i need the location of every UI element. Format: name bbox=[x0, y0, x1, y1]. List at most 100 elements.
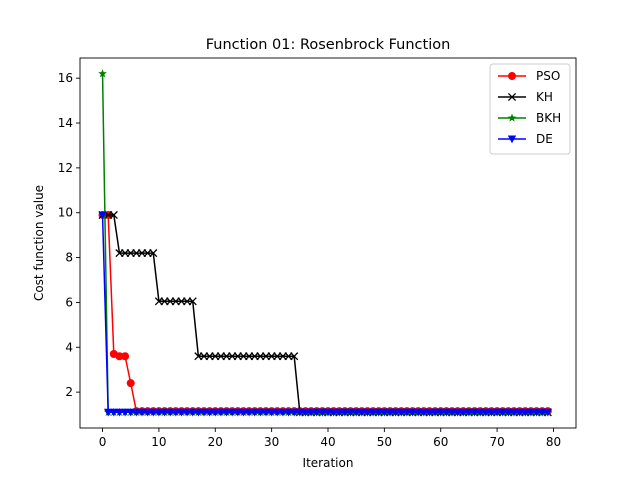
data-point bbox=[329, 408, 338, 417]
data-point bbox=[120, 408, 130, 417]
legend-frame bbox=[489, 63, 571, 155]
y-tick-label: 16 bbox=[58, 71, 73, 85]
data-point bbox=[115, 352, 124, 361]
data-point bbox=[368, 408, 378, 417]
data-point bbox=[261, 408, 271, 417]
data-point bbox=[306, 408, 316, 417]
y-tick-label: 10 bbox=[58, 206, 73, 220]
legend-item: PSO bbox=[498, 69, 560, 83]
data-point bbox=[521, 408, 530, 417]
legend-marker bbox=[507, 135, 517, 144]
data-point bbox=[103, 408, 113, 417]
y-tick-label: 12 bbox=[58, 161, 73, 175]
data-point bbox=[374, 408, 383, 417]
data-point bbox=[267, 408, 276, 417]
data-point bbox=[137, 408, 147, 417]
data-point bbox=[222, 408, 231, 417]
data-point bbox=[351, 408, 361, 417]
legend-label: BKH bbox=[536, 111, 561, 125]
series-line bbox=[101, 214, 548, 414]
x-tick-label: 60 bbox=[433, 435, 448, 449]
y-axis-label: Cost function value bbox=[32, 185, 46, 301]
data-point bbox=[470, 408, 479, 417]
data-point bbox=[509, 408, 519, 417]
legend-item: KH bbox=[498, 90, 553, 104]
x-tick-label: 80 bbox=[546, 435, 561, 449]
series-kh bbox=[98, 210, 552, 417]
data-point bbox=[425, 408, 434, 417]
data-point bbox=[526, 408, 536, 417]
data-point bbox=[363, 408, 372, 417]
legend-marker bbox=[508, 72, 516, 80]
x-tick-label: 70 bbox=[489, 435, 504, 449]
chart-title: Function 01: Rosenbrock Function bbox=[206, 37, 451, 53]
data-point bbox=[295, 408, 305, 417]
data-point bbox=[532, 408, 541, 417]
series-de bbox=[98, 211, 553, 417]
data-point bbox=[199, 408, 209, 417]
data-point bbox=[447, 408, 457, 417]
data-point bbox=[537, 408, 547, 417]
data-point bbox=[98, 69, 107, 78]
axis-ticks: 0 10 20 30 40 50 60 70 80 2 4 6 8 10 12 14 16 bbox=[58, 71, 561, 449]
series-bkh bbox=[98, 69, 553, 416]
data-point bbox=[515, 408, 524, 417]
legend-marker bbox=[507, 92, 517, 102]
data-point bbox=[177, 408, 186, 417]
data-point bbox=[284, 408, 293, 417]
legend: PSO KH BKH DE bbox=[489, 63, 571, 155]
y-tick-label: 4 bbox=[65, 340, 73, 354]
data-point bbox=[143, 408, 152, 417]
x-axis-label: Iteration bbox=[303, 456, 354, 470]
data-point bbox=[290, 352, 299, 361]
data-point bbox=[464, 408, 474, 417]
data-point bbox=[436, 408, 445, 417]
data-point bbox=[233, 408, 243, 417]
data-point bbox=[256, 408, 265, 417]
data-point bbox=[115, 408, 124, 417]
data-point bbox=[442, 408, 451, 417]
data-point bbox=[109, 408, 119, 417]
data-point bbox=[391, 408, 400, 417]
legend-label: PSO bbox=[536, 69, 560, 83]
data-point bbox=[419, 408, 429, 417]
x-tick-label: 40 bbox=[320, 435, 335, 449]
series-layer bbox=[98, 69, 553, 417]
data-point bbox=[413, 408, 423, 417]
legend-item: DE bbox=[498, 132, 553, 146]
data-point bbox=[109, 210, 118, 220]
data-point bbox=[481, 408, 491, 417]
data-point bbox=[126, 379, 135, 388]
data-point bbox=[227, 408, 237, 417]
data-point bbox=[149, 249, 158, 258]
legend-marker bbox=[507, 113, 517, 122]
x-tick-label: 0 bbox=[99, 435, 107, 449]
data-point bbox=[492, 408, 502, 417]
data-point bbox=[335, 408, 344, 417]
legend-label: KH bbox=[536, 90, 553, 104]
data-point bbox=[380, 408, 389, 417]
data-point bbox=[475, 408, 485, 417]
data-point bbox=[211, 408, 220, 417]
data-point bbox=[346, 408, 355, 417]
data-point bbox=[132, 408, 141, 417]
data-point bbox=[453, 408, 462, 417]
data-point bbox=[543, 408, 553, 417]
data-point bbox=[188, 408, 197, 417]
data-point bbox=[205, 408, 214, 417]
data-point bbox=[171, 408, 181, 417]
data-point bbox=[160, 408, 169, 417]
y-tick-label: 8 bbox=[65, 251, 73, 265]
y-tick-label: 6 bbox=[65, 295, 73, 309]
data-point bbox=[301, 408, 310, 417]
data-point bbox=[250, 408, 259, 417]
data-point bbox=[98, 211, 107, 220]
x-tick-label: 30 bbox=[264, 435, 279, 449]
data-point bbox=[323, 408, 333, 417]
data-point bbox=[312, 408, 321, 417]
y-tick-label: 2 bbox=[65, 385, 73, 399]
legend-item: BKH bbox=[498, 111, 561, 125]
data-point bbox=[430, 408, 440, 417]
y-tick-label: 14 bbox=[58, 116, 73, 130]
data-point bbox=[498, 408, 507, 417]
